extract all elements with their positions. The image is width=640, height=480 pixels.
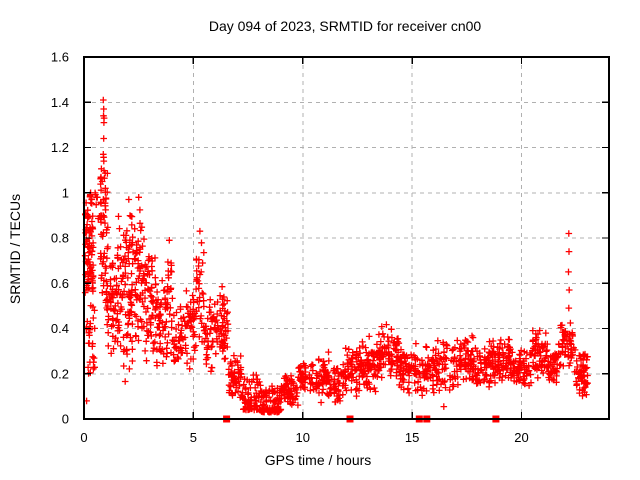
y-axis-label: SRMTID / TECUs	[7, 194, 23, 304]
y-tick-label: 0.2	[51, 366, 69, 381]
x-tick-label: 0	[80, 430, 87, 445]
tick-labels: 0 5 10 15 20 0 0.2 0.4 0.6 0.8 1 1.2 1.4 1.6	[51, 50, 529, 446]
y-tick-label: 1	[62, 185, 69, 200]
data-points-srmtid	[81, 96, 591, 416]
x-tick-label: 15	[405, 430, 419, 445]
y-tick-label: 1.2	[51, 140, 69, 155]
y-tick-label: 0	[62, 412, 69, 427]
y-tick-label: 0.8	[51, 231, 69, 246]
x-axis-label: GPS time / hours	[265, 452, 372, 468]
axis-ticks	[83, 56, 609, 420]
y-tick-label: 0.6	[51, 276, 69, 291]
chart-title: Day 094 of 2023, SRMTID for receiver cn0…	[209, 18, 482, 34]
y-tick-label: 1.6	[51, 50, 69, 65]
x-tick-label: 10	[296, 430, 310, 445]
data-layer	[81, 96, 591, 423]
x-tick-label: 5	[190, 430, 197, 445]
y-tick-label: 0.4	[51, 321, 69, 336]
x-tick-label: 20	[514, 430, 528, 445]
y-tick-label: 1.4	[51, 95, 69, 110]
